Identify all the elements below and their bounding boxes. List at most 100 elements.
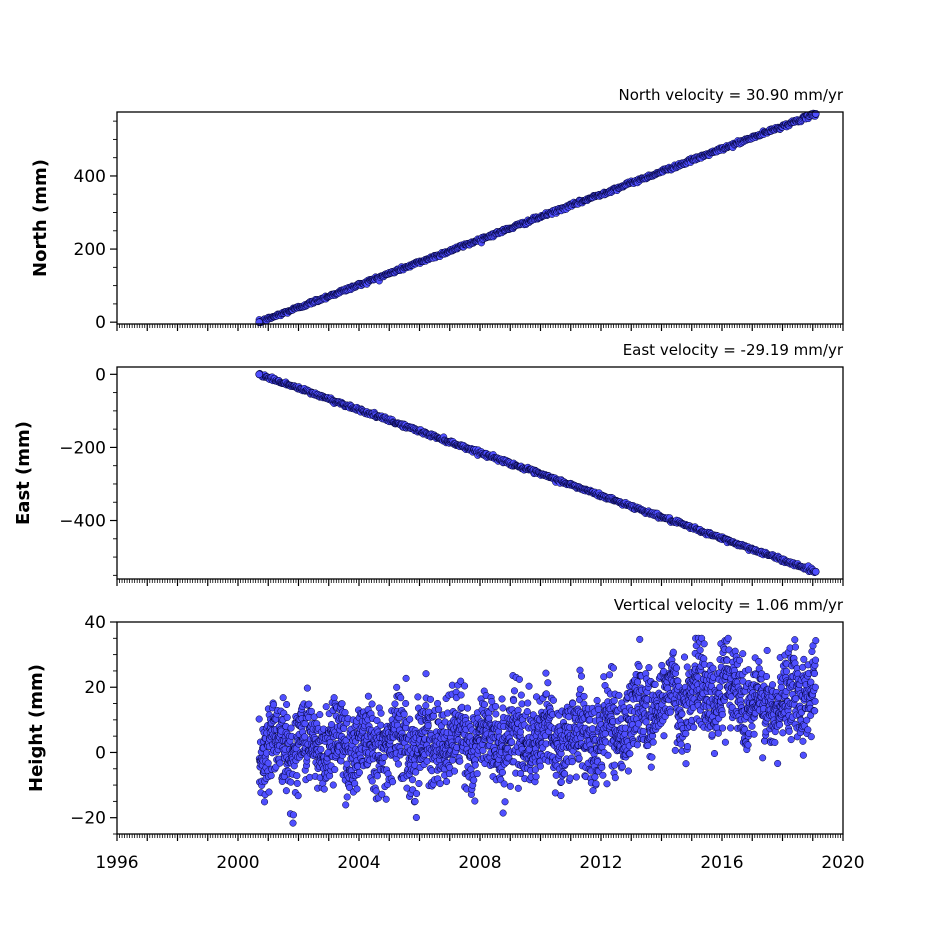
data-point	[464, 704, 472, 712]
east-y-ticks: 0 −200 −400	[59, 365, 117, 576]
east-points	[255, 369, 820, 577]
data-point	[605, 671, 614, 679]
north-panel: 0 200 400 North velocity = 30.90 mm/yr Nor…	[30, 86, 844, 333]
data-point	[372, 787, 380, 795]
data-point	[377, 721, 385, 729]
data-point	[283, 700, 291, 709]
data-point	[426, 695, 435, 703]
data-point	[394, 760, 402, 768]
data-point	[804, 726, 812, 734]
data-point	[735, 656, 744, 664]
data-point	[599, 771, 607, 779]
data-point	[549, 696, 557, 704]
data-point	[696, 646, 704, 654]
y-tick-label: 200	[74, 240, 106, 260]
data-point	[591, 773, 599, 781]
east-x-ticks	[116, 579, 844, 586]
data-point	[618, 763, 626, 771]
y-tick-label: 400	[74, 167, 106, 187]
data-point	[604, 751, 612, 759]
y-tick-label: −200	[59, 438, 106, 458]
data-point	[557, 778, 565, 786]
north-x-ticks	[116, 324, 844, 331]
data-point	[412, 813, 420, 822]
data-point	[718, 710, 726, 719]
data-point	[683, 742, 692, 751]
data-point	[577, 672, 586, 680]
data-point	[645, 664, 653, 672]
data-point	[264, 759, 272, 767]
data-point	[408, 776, 417, 784]
data-point	[355, 768, 363, 777]
data-point	[750, 730, 758, 738]
data-point	[647, 763, 655, 771]
data-point	[501, 798, 509, 806]
data-point	[364, 692, 372, 700]
data-point	[782, 667, 790, 675]
data-point	[525, 682, 533, 690]
data-point	[518, 700, 526, 708]
data-point	[391, 700, 399, 708]
y-tick-label: −400	[59, 512, 106, 532]
data-point	[575, 754, 583, 762]
data-point	[283, 713, 291, 721]
data-point	[666, 708, 674, 716]
data-point	[500, 780, 508, 788]
data-point	[649, 738, 657, 746]
data-point	[368, 777, 376, 785]
data-point	[422, 670, 430, 678]
data-point	[322, 703, 330, 711]
data-point	[499, 704, 507, 712]
data-point	[611, 761, 619, 769]
data-point	[799, 751, 807, 759]
data-point	[435, 705, 443, 713]
data-point	[436, 780, 444, 788]
data-point	[377, 709, 385, 717]
data-point	[317, 745, 325, 753]
data-point	[594, 705, 602, 713]
data-point	[443, 778, 451, 786]
data-point	[402, 674, 410, 682]
data-point	[523, 708, 531, 716]
data-point	[660, 732, 668, 740]
data-point	[461, 682, 469, 690]
data-point	[353, 785, 361, 793]
data-point	[716, 683, 724, 691]
data-point	[759, 754, 767, 762]
data-point	[449, 756, 457, 764]
data-point	[255, 715, 263, 723]
data-point	[498, 695, 506, 703]
data-point	[402, 699, 410, 708]
data-point	[515, 675, 523, 683]
data-point	[471, 761, 479, 769]
data-point	[671, 746, 679, 754]
y-tick-label: 0	[95, 313, 106, 333]
data-point	[724, 634, 732, 642]
data-point	[269, 701, 278, 709]
north-y-ticks: 0 200 400	[74, 120, 117, 333]
data-point	[603, 780, 611, 788]
data-point	[673, 664, 681, 672]
data-point	[700, 640, 708, 648]
data-point	[800, 655, 808, 663]
data-point	[615, 691, 623, 699]
data-point	[294, 792, 302, 800]
data-point	[677, 740, 685, 748]
data-point	[536, 762, 544, 770]
height-points	[255, 634, 820, 827]
data-point	[413, 790, 421, 798]
data-point	[683, 663, 691, 671]
data-point	[744, 741, 752, 749]
data-point	[414, 693, 422, 701]
data-point	[739, 650, 747, 658]
data-point	[651, 680, 659, 688]
data-point	[406, 715, 414, 723]
data-point	[572, 773, 580, 781]
data-point	[456, 757, 464, 765]
data-point	[721, 738, 729, 746]
data-point	[561, 770, 569, 778]
data-point	[267, 772, 275, 780]
data-point	[282, 787, 290, 795]
data-point	[648, 753, 656, 761]
data-point	[799, 737, 807, 745]
